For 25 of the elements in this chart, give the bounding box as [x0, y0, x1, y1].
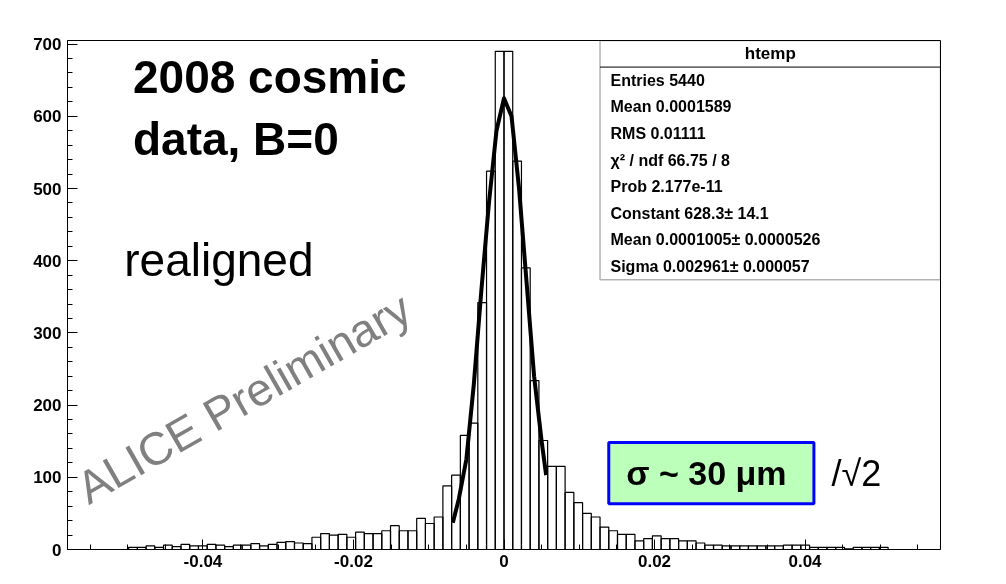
x-tick-label: 0: [499, 551, 509, 571]
annotation: Prob 2.177e-11: [610, 178, 723, 196]
annotation: Mean 0.0001589: [610, 98, 732, 116]
annotation: /√2: [831, 452, 882, 494]
annotation: Entries 5440: [610, 71, 705, 89]
chart-title: htemp: [744, 44, 796, 64]
annotation: RMS 0.01111: [610, 125, 706, 143]
y-tick-label: 200: [33, 396, 62, 416]
annotation: Mean 0.0001005± 0.0000526: [610, 231, 821, 249]
y-tick-label: 400: [33, 251, 62, 271]
annotation: Constant 628.3± 14.1: [610, 204, 769, 222]
y-tick-label: 600: [33, 107, 62, 127]
y-tick-label: 300: [33, 323, 62, 343]
annotation: Sigma 0.002961± 0.000057: [610, 257, 810, 275]
annotation: χ² / ndf 66.75 / 8: [610, 151, 731, 169]
x-tick-label: 0.02: [637, 551, 672, 571]
annotation: 2008 cosmic data, B=0: [132, 50, 407, 166]
x-tick-label: 0.04: [788, 551, 823, 571]
x-tick-label: -0.02: [334, 551, 373, 571]
annotation: realigned: [124, 233, 314, 286]
annotation: σ ~ 30 μm: [626, 454, 787, 493]
x-tick-label: -0.04: [183, 551, 223, 571]
y-tick-label: 500: [33, 179, 62, 199]
y-tick-label: 100: [33, 468, 62, 488]
y-tick-label: 700: [33, 35, 62, 55]
